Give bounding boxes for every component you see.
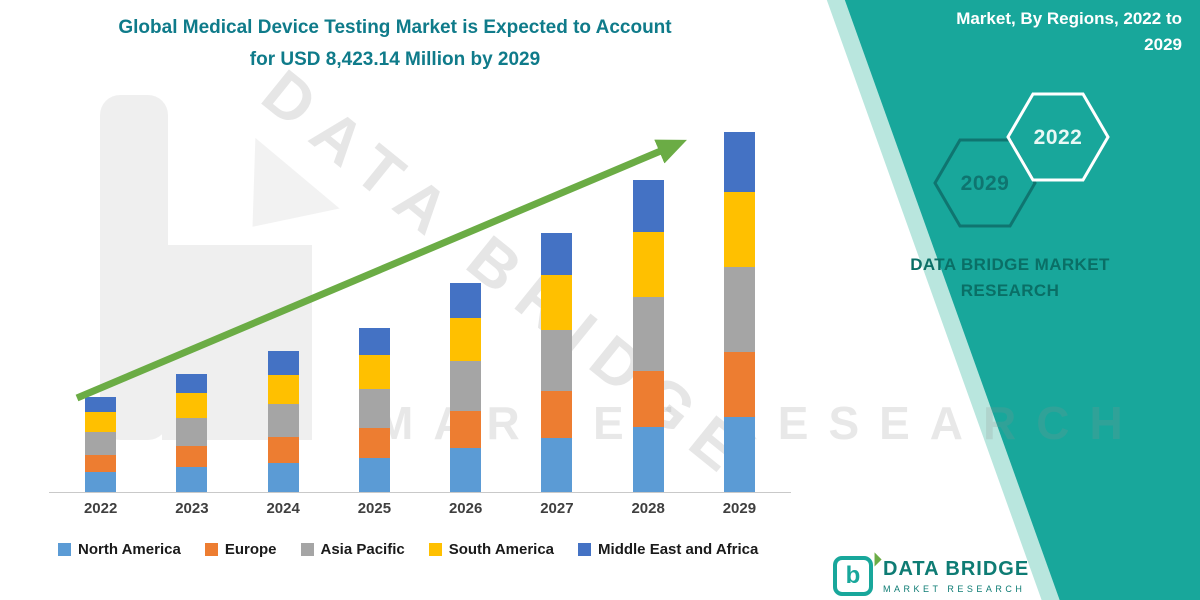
bar-segment-middle-east-and-africa: [176, 374, 208, 394]
bar-segment-south-america: [632, 231, 664, 298]
bar-segment-south-america: [450, 317, 482, 362]
bar-segment-asia-pacific: [85, 432, 117, 455]
bar-column-2028: 2028: [603, 130, 694, 530]
bar-segment-middle-east-and-africa: [541, 232, 573, 276]
footer-logo-text: DATA BRIDGE MARKET RESEARCH: [883, 558, 1029, 594]
chart-title: Global Medical Device Testing Market is …: [0, 12, 790, 77]
stacked-bar: [358, 327, 390, 492]
x-axis-label: 2029: [722, 500, 757, 517]
legend-swatch: [578, 543, 592, 556]
legend-item-north-america: North America: [58, 541, 181, 558]
legend-label: North America: [78, 541, 181, 558]
stacked-bar: [176, 374, 208, 492]
bar-segment-asia-pacific: [632, 297, 664, 371]
x-axis-label: 2022: [83, 500, 118, 517]
legend-item-south-america: South America: [428, 541, 555, 558]
stacked-bar: [723, 132, 755, 492]
chart-title-line2: for USD 8,423.14 Million by 2029: [249, 49, 541, 71]
bar-segment-europe: [267, 437, 299, 463]
bar-segment-europe: [541, 390, 573, 438]
bar-column-2027: 2027: [511, 130, 602, 530]
bar-segment-asia-pacific: [541, 329, 573, 391]
stacked-bar: [85, 396, 117, 492]
bar-segment-north-america: [450, 448, 482, 492]
bar-column-2022: 2022: [55, 130, 146, 530]
bar-column-2025: 2025: [329, 130, 420, 530]
bar-chart: 2022 2023 2024 2025 2026 2027 2028 2029: [49, 130, 791, 530]
bar-segment-asia-pacific: [450, 361, 482, 411]
chart-title-line1: Global Medical Device Testing Market is …: [118, 17, 672, 38]
bar-segment-north-america: [176, 467, 208, 492]
bar-segment-north-america: [723, 416, 755, 492]
trend-arrow: [75, 139, 687, 402]
bar-segment-middle-east-and-africa: [267, 351, 299, 375]
bar-segment-europe: [723, 351, 755, 417]
bar-segment-north-america: [632, 426, 664, 492]
bar-segment-asia-pacific: [723, 267, 755, 352]
stacked-bar: [267, 351, 299, 492]
footer-logo-name: DATA BRIDGE: [883, 558, 1030, 580]
bar-segment-north-america: [85, 471, 117, 492]
bar-segment-north-america: [267, 462, 299, 492]
bar-segment-north-america: [541, 437, 573, 492]
logo-monogram: b: [845, 562, 861, 589]
x-axis-label: 2023: [175, 500, 209, 517]
bar-segment-asia-pacific: [358, 389, 390, 429]
bar-segment-middle-east-and-africa: [85, 396, 117, 413]
data-bridge-logo-icon: b: [833, 552, 882, 596]
bar-segment-europe: [85, 454, 117, 472]
legend-label: Middle East and Africa: [598, 541, 759, 558]
legend-item-asia-pacific: Asia Pacific: [300, 541, 405, 558]
bar-columns: 2022 2023 2024 2025 2026 2027 2028 2029: [55, 130, 785, 530]
legend-label: South America: [448, 541, 555, 558]
bar-segment-europe: [450, 410, 482, 449]
stacked-bar: [541, 232, 573, 492]
bar-segment-south-america: [541, 275, 573, 330]
legend-label: Asia Pacific: [320, 541, 405, 558]
legend-item-middle-east-and-africa: Middle East and Africa: [578, 541, 758, 558]
x-axis-label: 2026: [448, 500, 483, 517]
bar-segment-europe: [176, 445, 208, 468]
bar-segment-europe: [632, 370, 664, 427]
bar-segment-south-america: [723, 191, 755, 268]
chart-legend: North America Europe Asia Pacific South Ame…: [58, 541, 788, 558]
bar-column-2024: 2024: [238, 130, 329, 530]
logo-arrow-icon: [860, 552, 882, 574]
legend-swatch: [58, 543, 71, 556]
bar-segment-asia-pacific: [176, 418, 208, 446]
legend-swatch: [428, 543, 442, 556]
bar-segment-europe: [358, 428, 390, 458]
legend-swatch: [204, 543, 218, 556]
footer-logo-subtext: MARKET RESEARCH: [883, 584, 1026, 594]
x-axis-label: 2025: [357, 500, 392, 517]
bar-segment-south-america: [85, 412, 117, 433]
stacked-bar: [632, 180, 664, 492]
bar-segment-middle-east-and-africa: [358, 327, 390, 356]
footer-logo: b DATA BRIDGE MARKET RESEARCH: [833, 552, 1029, 596]
bar-column-2029: 2029: [694, 130, 785, 530]
bar-segment-south-america: [358, 355, 390, 390]
bar-segment-north-america: [358, 457, 390, 492]
x-axis-line: [49, 492, 791, 493]
legend-swatch: [300, 543, 314, 556]
bar-column-2023: 2023: [146, 130, 237, 530]
bar-segment-middle-east-and-africa: [632, 180, 664, 232]
stacked-bar: [450, 283, 482, 492]
bar-column-2026: 2026: [420, 130, 511, 530]
x-axis-label: 2024: [266, 500, 300, 517]
bar-segment-asia-pacific: [267, 404, 299, 438]
bar-segment-south-america: [176, 393, 208, 419]
legend-item-europe: Europe: [204, 541, 277, 558]
bar-segment-south-america: [267, 374, 299, 405]
bar-segment-middle-east-and-africa: [723, 132, 755, 192]
x-axis-label: 2027: [540, 500, 574, 517]
bar-segment-middle-east-and-africa: [450, 283, 482, 318]
legend-label: Europe: [224, 541, 277, 558]
x-axis-label: 2028: [631, 500, 665, 517]
